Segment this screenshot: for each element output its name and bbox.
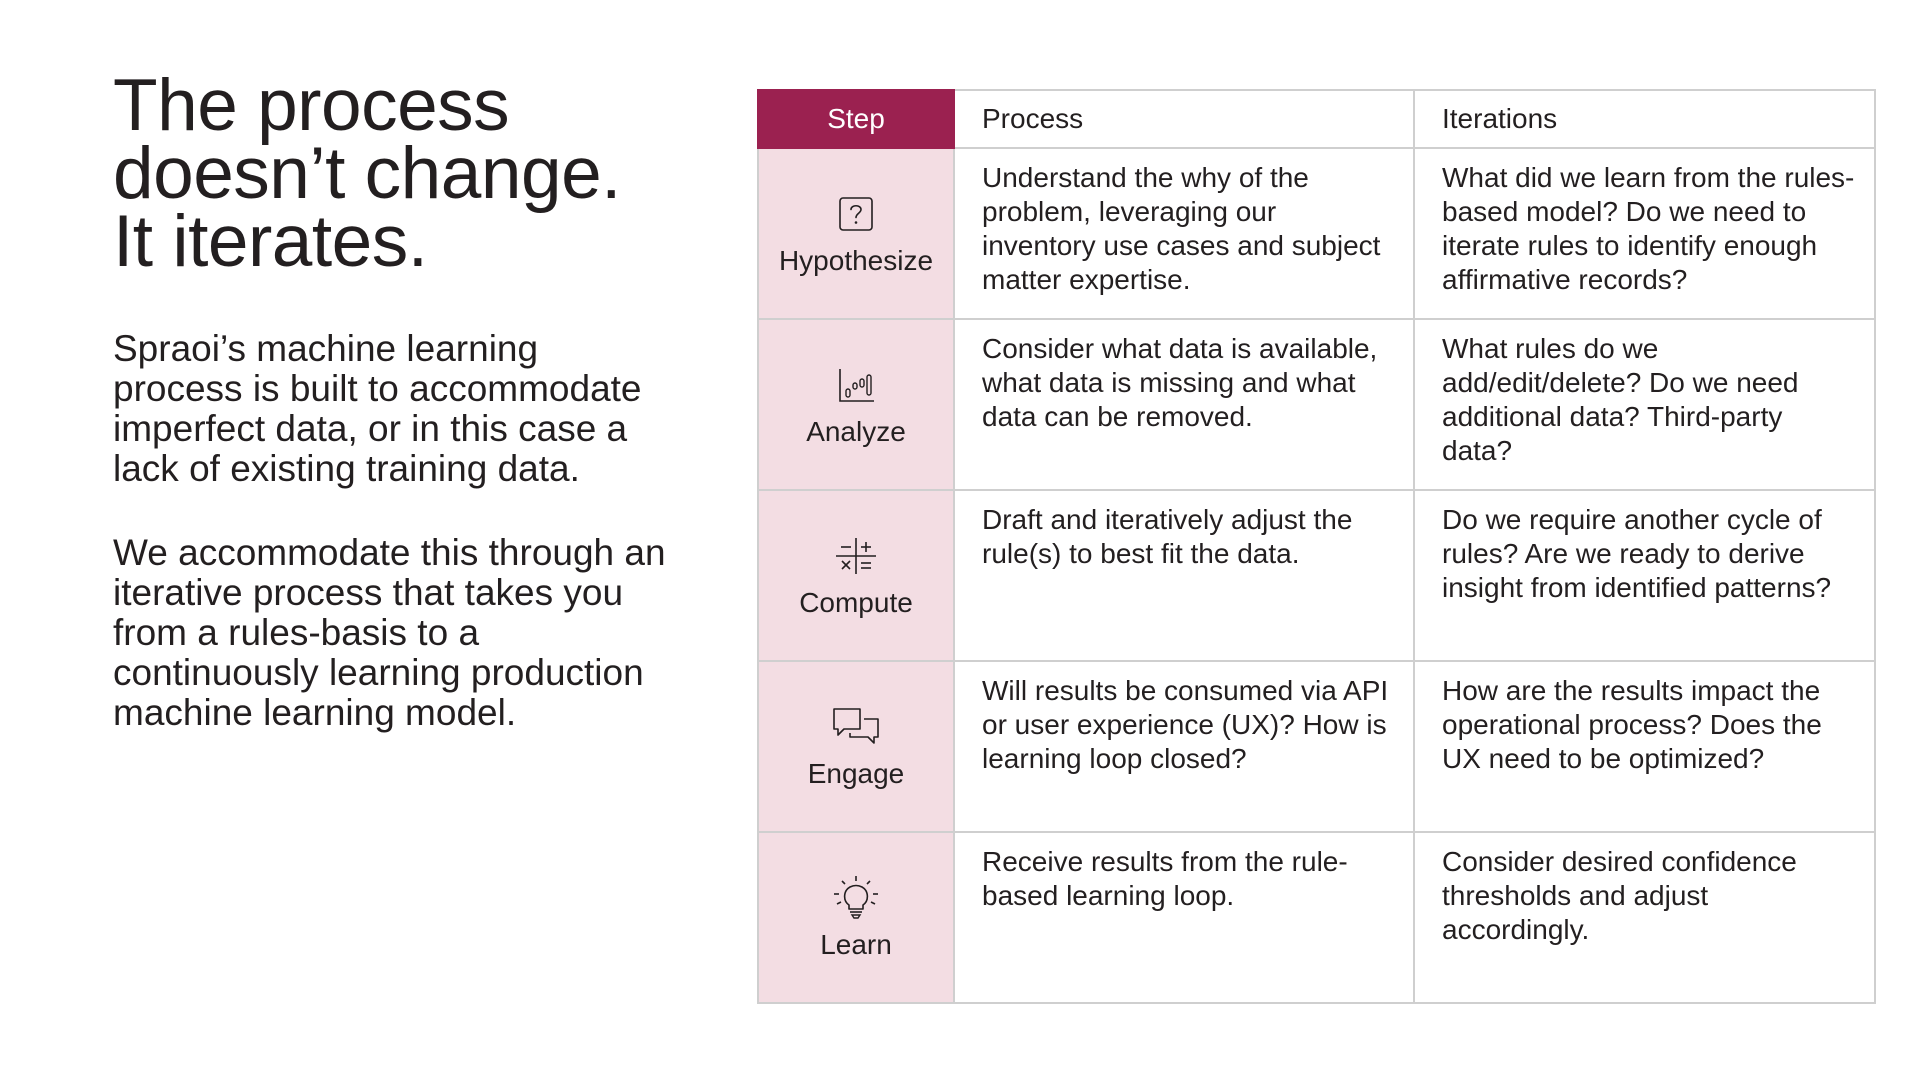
title-line-2: doesn’t change.: [113, 133, 621, 214]
process-cell: Draft and iteratively adjust the rule(s)…: [953, 489, 1415, 662]
process-cell: Receive results from the rule-based lear…: [953, 831, 1415, 1004]
process-paragraph: We accommodate this through an iterative…: [113, 532, 666, 733]
step-label: Analyze: [806, 415, 906, 447]
table-row: Compute Draft and iteratively adjust the…: [757, 489, 1876, 662]
title-line-1: The process: [113, 65, 510, 146]
step-label: Compute: [799, 586, 913, 618]
iterations-cell: How are the results impact the operation…: [1413, 660, 1876, 833]
process-steps-table: Step Process Iterations Hypothesize Unde…: [757, 89, 1876, 1004]
process-cell: Understand the why of the problem, lever…: [953, 147, 1415, 320]
header-process: Process: [953, 89, 1415, 149]
page-title: The process doesn’t change. It iterates.: [113, 69, 673, 278]
step-cell-compute: Compute: [757, 489, 955, 662]
step-cell-analyze: Analyze: [757, 318, 955, 491]
iterations-cell: What did we learn from the rules-based m…: [1413, 147, 1876, 320]
chart-icon: [839, 368, 874, 402]
iterations-cell: What rules do we add/edit/delete? Do we …: [1413, 318, 1876, 491]
calculator-icon: [836, 537, 876, 574]
step-label: Learn: [820, 928, 892, 960]
question-icon: [839, 196, 873, 231]
table-header-row: Step Process Iterations: [757, 89, 1876, 149]
step-cell-hypothesize: Hypothesize: [757, 147, 955, 320]
iterations-cell: Consider desired confidence thresholds a…: [1413, 831, 1876, 1004]
table-row: Learn Receive results from the rule-base…: [757, 831, 1876, 1004]
header-step: Step: [757, 89, 955, 149]
header-iterations: Iterations: [1413, 89, 1876, 149]
step-label: Engage: [807, 757, 905, 789]
step-label: Hypothesize: [778, 244, 934, 276]
table-row: Analyze Consider what data is available,…: [757, 318, 1876, 491]
intro-paragraph: Spraoi’s machine learning process is bui…: [113, 328, 642, 489]
process-cell: Will results be consumed via API or user…: [953, 660, 1415, 833]
iterations-cell: Do we require another cycle of rules? Ar…: [1413, 489, 1876, 662]
table-row: Engage Will results be consumed via API …: [757, 660, 1876, 833]
process-cell: Consider what data is available, what da…: [953, 318, 1415, 491]
title-line-3: It iterates.: [113, 201, 428, 282]
step-cell-engage: Engage: [757, 660, 955, 833]
table-row: Hypothesize Understand the why of the pr…: [757, 147, 1876, 320]
lightbulb-icon: [834, 875, 878, 919]
step-cell-learn: Learn: [757, 831, 955, 1004]
chat-bubbles-icon: [833, 707, 879, 744]
